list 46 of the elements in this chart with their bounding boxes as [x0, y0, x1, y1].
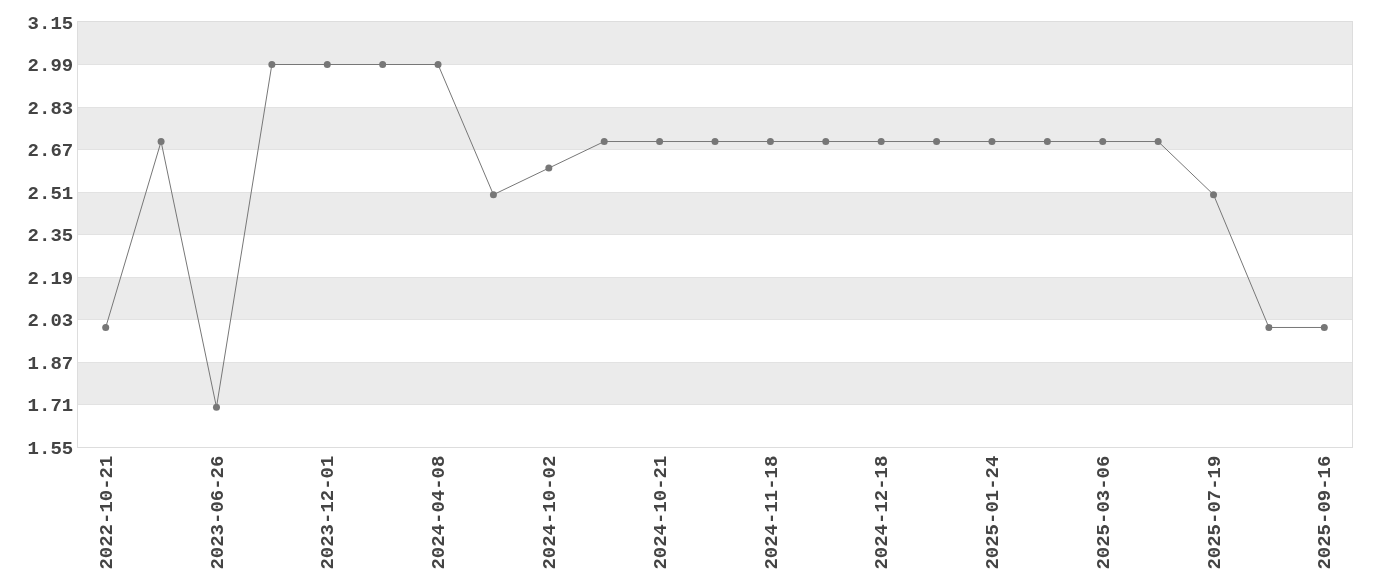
y-tick-label: 2.51: [27, 182, 74, 205]
y-tick-label: 2.19: [27, 267, 74, 290]
x-tick-label: 2023-12-01: [317, 455, 340, 570]
x-tick-label: 2025-03-06: [1092, 455, 1115, 570]
point: [379, 61, 387, 68]
x-tick-label: 2025-07-19: [1203, 455, 1226, 570]
point: [268, 61, 276, 68]
y-tick-label: 1.87: [27, 352, 74, 375]
point: [656, 138, 664, 146]
x-tick-label: 2024-12-18: [871, 455, 894, 570]
point: [711, 138, 719, 146]
point: [157, 138, 165, 146]
y-tick-label: 1.71: [27, 395, 74, 418]
point: [1154, 138, 1162, 146]
y-tick-label: 2.67: [27, 140, 74, 163]
point: [1320, 323, 1328, 331]
point: [212, 403, 220, 411]
point: [822, 138, 830, 146]
point: [1099, 138, 1107, 146]
y-tick-label: 1.55: [27, 437, 74, 460]
point: [933, 138, 941, 146]
x-tick-label: 2025-01-24: [982, 455, 1005, 570]
point: [877, 138, 885, 146]
y-tick-label: 2.35: [27, 225, 74, 248]
x-tick-label: 2024-04-08: [428, 455, 451, 570]
x-tick-label: 2025-09-16: [1314, 455, 1337, 570]
point: [102, 323, 110, 331]
point: [545, 164, 553, 172]
point: [1210, 191, 1218, 199]
point: [489, 191, 497, 199]
x-tick-label: 2024-10-02: [539, 455, 562, 570]
point: [1043, 138, 1051, 146]
y-tick-label: 2.03: [27, 310, 74, 333]
x-tick-label: 2024-10-21: [649, 455, 672, 570]
point: [600, 138, 608, 146]
y-tick-label: 2.99: [27, 55, 74, 78]
point: [988, 138, 996, 146]
x-tick-label: 2024-11-18: [760, 455, 783, 570]
point: [766, 138, 774, 146]
point: [1265, 323, 1273, 331]
x-tick-label: 2023-06-26: [206, 455, 229, 570]
point: [434, 61, 442, 68]
y-tick-label: 3.15: [27, 12, 74, 35]
y-tick-label: 2.83: [27, 97, 74, 120]
point: [323, 61, 331, 68]
x-tick-label: 2022-10-21: [95, 455, 118, 570]
